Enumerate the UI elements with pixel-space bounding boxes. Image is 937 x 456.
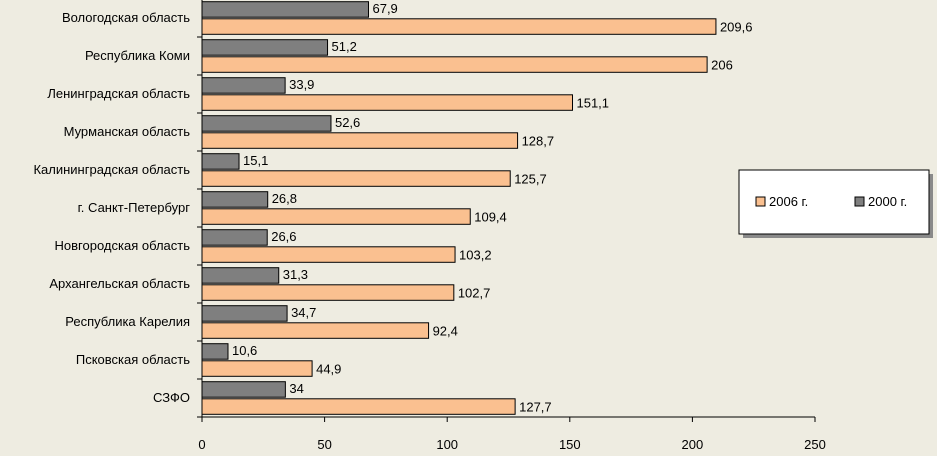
bar-2000 [201,153,240,170]
bar-2000 [201,229,268,246]
data-label-2000: 51,2 [332,39,357,54]
data-label-2000: 15,1 [243,153,268,168]
data-label-2006: 109,4 [474,209,507,224]
data-label-2000: 31,3 [283,267,308,282]
bar-2000 [201,267,280,284]
category-label: Вологодская область [62,10,190,25]
bar-2000 [201,191,269,208]
category-label: Калининградская область [33,162,190,177]
x-tick-label: 200 [682,437,704,451]
x-tick-label: 250 [804,437,826,451]
legend-box [738,169,930,235]
data-label-2000: 26,8 [272,191,297,206]
data-label-2000: 67,9 [372,1,397,16]
bar-2006 [201,246,456,263]
data-label-2000: 10,6 [232,343,257,358]
bar-2000 [201,1,369,18]
bar-2000 [201,305,288,322]
data-label-2006: 206 [711,57,733,72]
category-label: Архангельская область [49,276,190,291]
data-label-2000: 52,6 [335,115,360,130]
bar-2006 [201,360,313,377]
data-label-2006: 125,7 [514,171,547,186]
data-label-2006: 209,6 [720,19,753,34]
data-label-2006: 92,4 [433,323,458,338]
data-label-2006: 102,7 [458,285,491,300]
data-label-2000: 34 [289,381,303,396]
bar-2000 [201,39,329,56]
bar-2006 [201,56,708,73]
data-label-2006: 127,7 [519,399,552,414]
legend-label: 2000 г. [868,194,907,209]
x-tick-label: 100 [436,437,458,451]
data-label-2006: 44,9 [316,361,341,376]
x-tick-label: 50 [317,437,331,451]
category-label: г. Санкт-Петербург [78,200,191,215]
data-label-2000: 33,9 [289,77,314,92]
bar-2006 [201,132,519,149]
legend-label: 2006 г. [769,194,808,209]
x-tick-label: 0 [198,437,205,451]
category-label: Республика Карелия [65,314,190,329]
legend-swatch [755,196,766,207]
bar-2006 [201,18,717,35]
category-label: Псковская область [76,352,190,367]
data-label-2006: 151,1 [576,95,609,110]
bar-2006 [201,322,430,339]
bar-2006 [201,284,455,301]
bar-2006 [201,208,471,225]
data-label-2006: 103,2 [459,247,492,262]
category-label: Ленинградская область [47,86,190,101]
bar-2000 [201,115,332,132]
bar-2006 [201,94,573,111]
category-label: СЗФО [153,390,190,405]
data-label-2000: 34,7 [291,305,316,320]
data-label-2006: 128,7 [522,133,555,148]
category-label: Мурманская область [64,124,191,139]
bar-2000 [201,77,286,94]
category-label: Новгородская область [55,238,191,253]
data-label-2000: 26,6 [271,229,296,244]
bar-2006 [201,170,511,187]
bar-2000 [201,343,229,360]
bar-2000 [201,381,286,398]
legend-swatch [854,196,865,207]
x-tick-label: 150 [559,437,581,451]
category-label: Республика Коми [85,48,190,63]
bar-2006 [201,398,516,415]
